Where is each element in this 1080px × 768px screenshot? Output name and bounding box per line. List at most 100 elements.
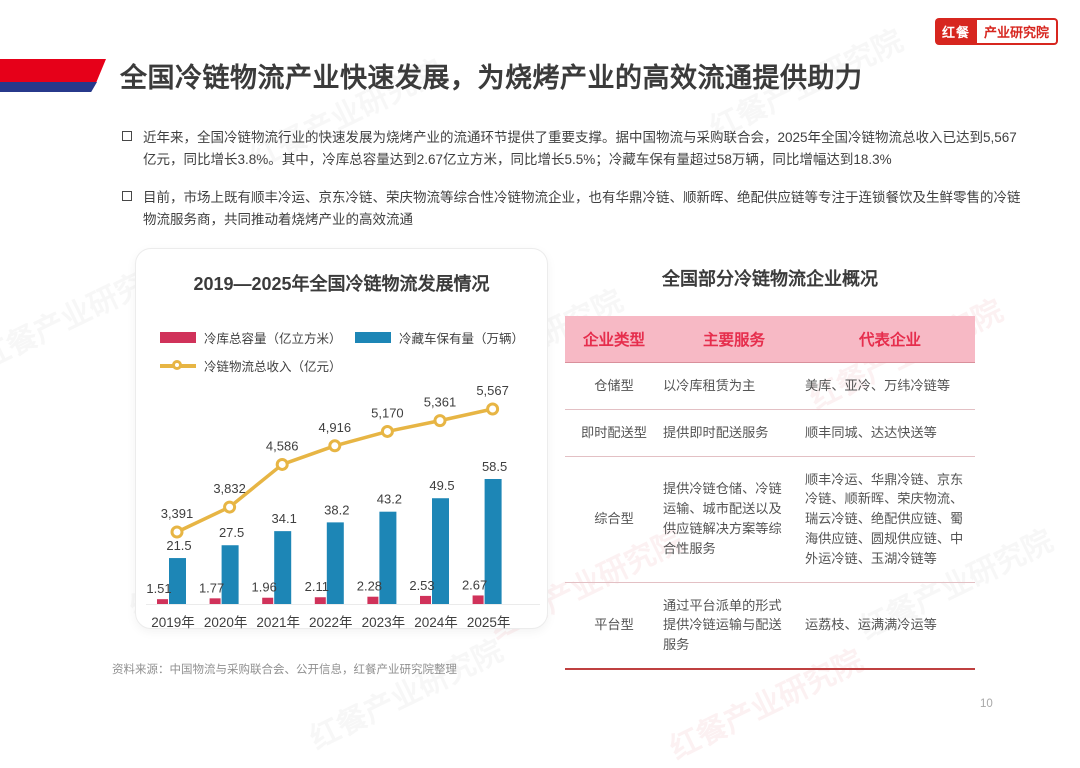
x-axis-label: 2022年	[309, 615, 353, 630]
revenue-marker	[486, 402, 500, 416]
revenue-marker	[328, 439, 342, 453]
brand-logo: 红餐 产业研究院	[934, 18, 1058, 45]
x-axis-label: 2020年	[204, 615, 248, 630]
brand-logo-mark: 红餐	[934, 18, 977, 45]
vehicles-bar	[326, 522, 344, 604]
vehicles-label: 34.1	[272, 511, 297, 526]
capacity-label: 2.53	[409, 578, 434, 593]
capacity-bar	[420, 595, 431, 604]
chart-title: 2019—2025年全国冷链物流发展情况	[193, 274, 490, 294]
legend-item-capacity: 冷库总容量（亿立方米）	[160, 328, 355, 347]
capacity-bar	[367, 596, 379, 604]
bullet-item: 近年来，全国冷链物流行业的快速发展为烧烤产业的流通环节提供了重要支撑。据中国物流…	[122, 127, 1027, 170]
legend-swatch-pink	[160, 332, 196, 343]
square-bullet-icon	[122, 191, 132, 202]
x-axis-label: 2023年	[362, 615, 406, 630]
chart-legend: 冷库总容量（亿立方米） 冷藏车保有量（万辆） 冷链物流总收入（亿元）	[160, 328, 547, 375]
capacity-bar	[472, 595, 484, 604]
vehicles-bar	[484, 479, 502, 604]
table-cell: 即时配送型	[581, 424, 647, 440]
legend-label: 冷库总容量（亿立方米）	[204, 332, 342, 346]
page-title: 全国冷链物流产业快速发展，为烧烤产业的高效流通提供助力	[120, 63, 863, 93]
bullet-text: 目前，市场上既有顺丰冷运、京东冷链、荣庆物流等综合性冷链物流企业，也有华鼎冷链、…	[143, 190, 1021, 227]
banner-red-stripe	[0, 59, 106, 82]
revenue-label: 5,170	[371, 405, 404, 420]
vehicles-label: 38.2	[324, 502, 349, 517]
table-cell: 平台型	[594, 617, 634, 633]
combo-chart: 1.51 21.5 3,391 2019年 1.77 27.5 3,832 2020年 1.96…	[146, 384, 540, 630]
revenue-marker	[380, 424, 394, 438]
capacity-bar	[314, 597, 326, 604]
table-row: 平台型 通过平台派单的形式提供冷链运输与配送服务 运荔枝、运满满冷运等	[565, 583, 975, 670]
vehicles-label: 49.5	[429, 478, 454, 493]
table-header-cell: 企业类型	[582, 332, 645, 349]
legend-label: 冷藏车保有量（万辆）	[399, 332, 525, 346]
table-cell: 提供冷链仓储、冷链运输、城市配送以及供应链解决方案等综合性服务	[663, 481, 782, 556]
table-header-row: 企业类型 主要服务 代表企业	[565, 316, 975, 363]
vehicles-label: 27.5	[219, 525, 244, 540]
capacity-label: 1.77	[199, 580, 224, 595]
table-body: 仓储型 以冷库租赁为主 美库、亚冷、万纬冷链等即时配送型 提供即时配送服务 顺丰同城、达…	[565, 363, 975, 670]
vehicles-bar	[274, 531, 292, 604]
brand-logo-suffix: 产业研究院	[976, 18, 1058, 45]
table-title: 全国部分冷链物流企业概况	[662, 269, 878, 289]
table-cell: 仓储型	[594, 378, 634, 393]
chart-card: 2019—2025年全国冷链物流发展情况 冷库总容量（亿立方米） 冷藏车保有量（…	[135, 248, 548, 630]
legend-swatch-blue	[355, 332, 391, 343]
capacity-bar	[209, 598, 221, 604]
revenue-label: 4,916	[319, 420, 352, 435]
x-axis-label: 2019年	[151, 615, 195, 630]
title-banner-decoration	[0, 59, 106, 92]
x-axis-label: 2021年	[256, 615, 300, 630]
page-number: 10	[980, 698, 993, 710]
capacity-label: 2.28	[357, 579, 382, 594]
vehicles-bar	[169, 558, 186, 604]
bullet-item: 目前，市场上既有顺丰冷运、京东冷链、荣庆物流等综合性冷链物流企业，也有华鼎冷链、…	[122, 187, 1027, 230]
x-axis-label: 2024年	[414, 615, 458, 630]
legend-item-vehicles: 冷藏车保有量（万辆）	[355, 328, 524, 347]
capacity-label: 1.51	[146, 581, 171, 596]
capacity-bar	[262, 597, 274, 604]
revenue-marker	[170, 525, 184, 539]
table-cell: 通过平台派单的形式提供冷链运输与配送服务	[663, 597, 782, 653]
table-cell: 美库、亚冷、万纬冷链等	[805, 378, 951, 393]
revenue-label: 3,391	[161, 506, 194, 521]
table-cell: 综合型	[594, 511, 634, 527]
table-header-cell: 主要服务	[702, 332, 765, 349]
revenue-label: 3,832	[213, 481, 246, 496]
revenue-label: 5,361	[424, 395, 457, 410]
capacity-label: 2.67	[462, 577, 487, 592]
table-header-cell: 代表企业	[858, 332, 921, 349]
legend-item-revenue: 冷链物流总收入（亿元）	[160, 356, 342, 375]
table-row: 即时配送型 提供即时配送服务 顺丰同城、达达快送等	[565, 410, 975, 457]
data-source-note: 资料来源：中国物流与采购联合会、公开信息，红餐产业研究院整理	[112, 664, 457, 676]
summary-bullets: 近年来，全国冷链物流行业的快速发展为烧烤产业的流通环节提供了重要支撑。据中国物流…	[122, 127, 1027, 247]
vehicles-label: 58.5	[482, 459, 507, 474]
revenue-marker	[275, 457, 289, 471]
legend-label: 冷链物流总收入（亿元）	[204, 360, 342, 374]
revenue-marker	[433, 414, 447, 428]
square-bullet-icon	[122, 131, 132, 141]
vehicles-bar	[432, 498, 449, 604]
table-cell: 顺丰冷运、华鼎冷链、京东冷链、顺新晖、荣庆物流、瑞云冷链、绝配供应链、蜀海供应链…	[805, 471, 964, 566]
watermark-text: 红餐产业研究院	[304, 634, 509, 757]
banner-blue-stripe	[0, 82, 97, 92]
table-cell: 运荔枝、运满满冷运等	[805, 617, 937, 633]
table-row: 仓储型 以冷库租赁为主 美库、亚冷、万纬冷链等	[565, 363, 975, 410]
vehicles-label: 43.2	[377, 492, 402, 507]
vehicles-bar	[379, 511, 397, 604]
x-axis-label: 2025年	[467, 615, 511, 630]
table-cell: 以冷库租赁为主	[663, 378, 756, 393]
capacity-label: 1.96	[252, 580, 277, 595]
capacity-bar	[157, 599, 168, 604]
revenue-marker	[223, 500, 237, 514]
table-cell: 顺丰同城、达达快送等	[805, 424, 937, 440]
table-row: 综合型 提供冷链仓储、冷链运输、城市配送以及供应链解决方案等综合性服务 顺丰冷运、华…	[565, 457, 975, 583]
table-cell: 提供即时配送服务	[663, 424, 769, 440]
capacity-label: 2.11	[305, 579, 329, 594]
legend-line-marker	[160, 360, 196, 371]
revenue-label: 4,586	[266, 438, 299, 453]
bullet-text: 近年来，全国冷链物流行业的快速发展为烧烤产业的流通环节提供了重要支撑。据中国物流…	[143, 130, 1017, 167]
company-table: 企业类型 主要服务 代表企业 仓储型 以冷库租赁为主 美库、亚冷、万纬冷链等即时配送…	[565, 316, 975, 670]
vehicles-bar	[221, 545, 239, 604]
